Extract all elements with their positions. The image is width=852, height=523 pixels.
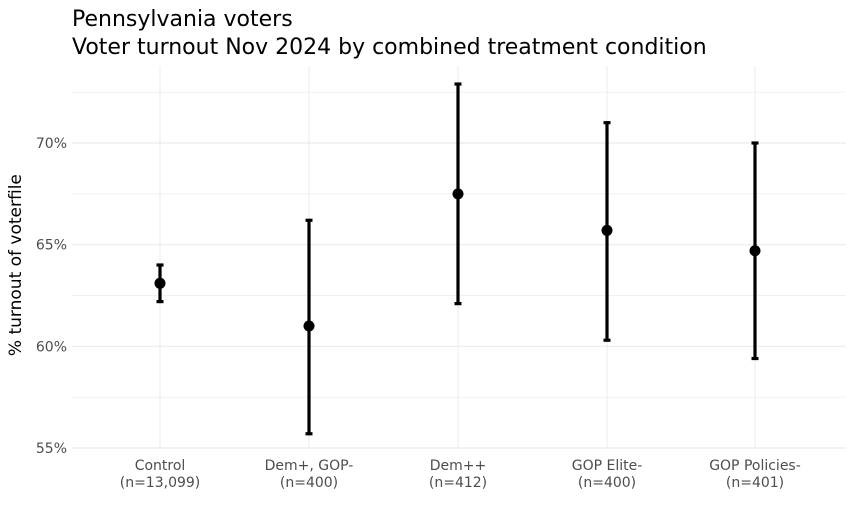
- x-tick-label: Control: [135, 458, 186, 474]
- chart-title: Pennsylvania voters: [72, 7, 293, 32]
- x-tick-sublabel: (n=412): [429, 475, 487, 491]
- y-tick-label: 70%: [36, 136, 67, 152]
- x-tick-label: Dem+, GOP-: [265, 458, 354, 474]
- data-point-group: [154, 263, 166, 304]
- data-point: [452, 188, 464, 200]
- data-point-group: [749, 141, 761, 361]
- x-tick-sublabel: (n=13,099): [120, 475, 201, 491]
- chart-title-block: Pennsylvania voters Voter turnout Nov 20…: [72, 6, 707, 62]
- x-tick-sublabel: (n=401): [726, 475, 784, 491]
- data-point-group: [452, 82, 464, 306]
- x-tick-label: Dem++: [430, 458, 487, 474]
- x-tick-sublabel: (n=400): [578, 475, 636, 491]
- y-tick-label: 60%: [36, 339, 67, 355]
- data-point: [303, 320, 315, 332]
- y-tick-label: 55%: [36, 441, 67, 457]
- marks-layer: [154, 82, 761, 436]
- axis-layer: 55%60%65%70%Control(n=13,099)Dem+, GOP-(…: [6, 136, 801, 491]
- y-axis-title: % turnout of voterfile: [6, 174, 26, 356]
- x-tick-label: GOP Elite-: [572, 458, 643, 474]
- data-point-group: [303, 218, 315, 436]
- x-tick-sublabel: (n=400): [280, 475, 338, 491]
- data-point: [749, 245, 761, 257]
- chart-subtitle: Voter turnout Nov 2024 by combined treat…: [72, 35, 707, 60]
- data-point-group: [601, 121, 613, 342]
- data-point: [154, 277, 166, 289]
- y-tick-label: 65%: [36, 238, 67, 254]
- x-tick-label: GOP Policies-: [709, 458, 801, 474]
- data-point: [601, 224, 613, 236]
